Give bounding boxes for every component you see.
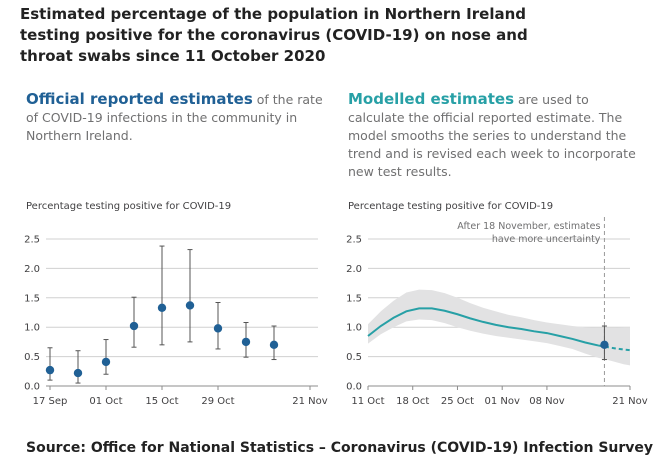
- source-note: Source: Office for National Statistics –…: [26, 440, 654, 456]
- modelled-highlight-point: [600, 340, 609, 350]
- left-y-axis-label: Percentage testing positive for COVID-19: [26, 201, 232, 212]
- modelled-y-tick-label: 2.0: [346, 264, 362, 275]
- official-y-tick-label: 1.0: [24, 323, 40, 334]
- modelled-y-tick-label: 0.0: [346, 382, 362, 393]
- official-estimate-point: [73, 368, 83, 378]
- chart-title: Estimated percentage of the population i…: [20, 5, 528, 65]
- modelled-y-tick-label: 0.5: [346, 352, 362, 363]
- official-y-tick-label: 1.5: [24, 293, 40, 304]
- official-estimate-point: [185, 301, 195, 310]
- modelled-y-tick-label: 2.5: [346, 235, 362, 246]
- modelled-x-tick-label: 18 Oct: [396, 396, 429, 407]
- official-estimate-point: [241, 337, 251, 347]
- official-estimates-description: Official reported estimates of the rate …: [26, 90, 326, 145]
- official-y-tick-label: 0.5: [24, 352, 40, 363]
- official-x-tick-label: 29 Oct: [201, 396, 234, 407]
- uncertainty-annotation: After 18 November, estimates: [457, 221, 600, 232]
- official-x-tick-label: 01 Oct: [89, 396, 122, 407]
- modelled-estimates-chart: 0.0 0.5 1.0 1.5 2.0 2.5 11 Oct 18 Oct 25 Oct 01 N…: [346, 217, 648, 407]
- modelled-estimates-text: are used to calculate the official repor…: [348, 92, 636, 179]
- uncertainty-annotation: have more uncertainty: [492, 234, 601, 245]
- official-x-tick-label: 17 Sep: [33, 396, 68, 407]
- modelled-x-tick-label: 08 Nov: [529, 396, 565, 407]
- official-estimates-lead: Official reported estimates: [26, 90, 253, 108]
- modelled-estimates-lead: Modelled estimates: [348, 90, 514, 108]
- official-estimate-point: [213, 324, 223, 333]
- right-y-axis-label: Percentage testing positive for COVID-19: [348, 201, 554, 212]
- modelled-x-tick-label: 25 Oct: [441, 396, 474, 407]
- official-estimate-point: [45, 365, 55, 375]
- official-estimate-point: [129, 321, 139, 331]
- official-estimates-text: of the rate of COVID-19 infections in th…: [26, 92, 323, 143]
- official-y-tick-label: 2.5: [24, 235, 40, 246]
- charts-canvas: 0.0 0.5 1.0 1.5 2.0 2.5 17 Sep 01 Oct 15 Oct 29 O…: [24, 217, 648, 408]
- official-y-tick-label: 0.0: [24, 382, 40, 393]
- modelled-estimate-line: [367, 307, 599, 347]
- modelled-x-tick-label: 21 Nov: [612, 396, 648, 407]
- official-y-tick-label: 2.0: [24, 264, 40, 275]
- official-estimate-point: [269, 340, 279, 350]
- official-estimate-point: [101, 357, 111, 367]
- modelled-estimate-line-dashed: [597, 344, 631, 352]
- modelled-estimates-description: Modelled estimates are used to calculate…: [348, 90, 644, 181]
- modelled-y-tick-label: 1.5: [346, 293, 362, 304]
- modelled-x-tick-label: 01 Nov: [484, 396, 520, 407]
- official-x-tick-label: 15 Oct: [145, 396, 178, 407]
- modelled-x-tick-label: 11 Oct: [351, 396, 384, 407]
- official-estimates-chart: 0.0 0.5 1.0 1.5 2.0 2.5 17 Sep 01 Oct 15 Oct 29 O…: [24, 235, 328, 408]
- official-x-tick-label: 21 Nov: [292, 396, 328, 407]
- modelled-y-tick-label: 1.0: [346, 323, 362, 334]
- official-estimate-point: [157, 303, 167, 312]
